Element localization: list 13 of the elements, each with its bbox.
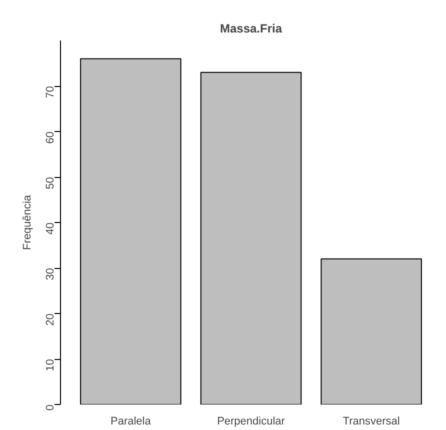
y-tick-label: 0	[44, 404, 56, 411]
y-tick-label: 30	[44, 268, 56, 280]
x-tick-label: Perpendicular	[217, 416, 286, 428]
y-tick-label: 70	[44, 86, 56, 98]
x-tick-label: Transversal	[342, 416, 400, 428]
x-tick-label: Paralela	[110, 416, 152, 428]
chart-title: Massa.Fria	[220, 22, 282, 36]
y-tick-label: 50	[44, 176, 56, 190]
y-tick-label: 60	[44, 131, 56, 144]
y-tick-label: 40	[44, 222, 56, 235]
y-tick-label: 10	[44, 358, 56, 372]
y-axis-title: Frequência	[22, 194, 34, 250]
y-tick-label: 20	[44, 313, 56, 326]
